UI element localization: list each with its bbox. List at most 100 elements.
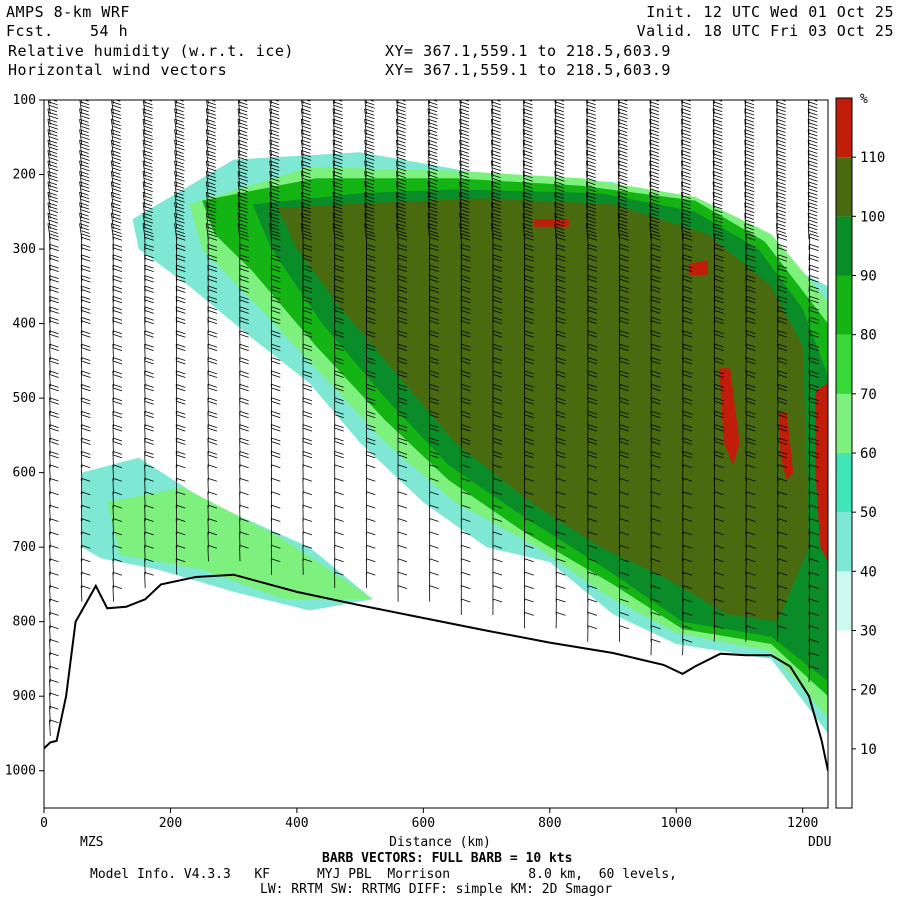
- barb-shaft: [808, 411, 811, 428]
- wind-barb: [682, 598, 693, 616]
- barb-flag: [332, 139, 343, 144]
- barb-flag: [428, 163, 438, 168]
- wind-barb: [681, 191, 692, 209]
- barb-shaft: [681, 129, 683, 146]
- barb-flag: [746, 384, 756, 388]
- barb-shaft: [427, 181, 431, 198]
- barb-flag: [237, 118, 248, 123]
- barb-flag: [302, 491, 313, 496]
- barb-flag: [586, 146, 597, 151]
- wind-barb: [586, 150, 597, 167]
- wind-barb: [649, 129, 660, 146]
- barb-flag: [587, 278, 598, 283]
- barb-flag: [79, 129, 89, 133]
- wind-barb: [524, 585, 534, 602]
- colorbar-tick-label: 10: [860, 742, 877, 758]
- barb-shaft: [586, 129, 589, 146]
- barb-flag: [396, 174, 406, 179]
- barb-flag: [651, 343, 661, 348]
- barb-flag: [366, 243, 376, 248]
- wind-barb: [491, 100, 502, 115]
- barb-flag: [366, 374, 376, 378]
- barb-shaft: [712, 223, 715, 240]
- axes: 0 200 400 600 800 1000 12001002003004005006007…: [5, 93, 819, 831]
- barb-flag: [366, 437, 376, 442]
- wind-barb: [617, 181, 628, 198]
- barb-flag: [491, 170, 501, 175]
- barb-shaft: [174, 202, 178, 219]
- wind-barb: [682, 504, 693, 522]
- barb-shaft: [80, 285, 83, 303]
- barb-shaft: [745, 330, 747, 347]
- barb-flag: [649, 153, 660, 158]
- barb-flag: [143, 226, 153, 231]
- wind-barb: [79, 202, 90, 219]
- barb-flag: [618, 209, 628, 213]
- barb-shaft: [110, 171, 114, 188]
- barb-flag: [461, 360, 471, 365]
- barb-flag: [174, 129, 184, 133]
- barb-flag: [302, 95, 311, 98]
- colorbar-swatch: [836, 157, 852, 217]
- barb-flag: [714, 357, 724, 361]
- barb-shaft: [237, 139, 241, 156]
- barb-flag: [809, 400, 819, 405]
- barb-flag: [556, 571, 566, 576]
- barb-shaft: [617, 202, 620, 219]
- barb-flag: [777, 625, 788, 630]
- barb-flag: [112, 104, 122, 109]
- barb-flag: [651, 306, 661, 311]
- barb-flag: [269, 111, 280, 116]
- barb-flag: [524, 299, 534, 304]
- barb-flag: [524, 268, 534, 272]
- barb-flag: [397, 427, 408, 432]
- barb-flag: [302, 230, 312, 234]
- wind-barb: [270, 100, 272, 104]
- barb-shaft: [491, 119, 494, 136]
- barb-shaft: [110, 108, 114, 125]
- barb-flag: [744, 163, 755, 168]
- barb-shaft: [174, 108, 178, 125]
- barb-flag: [777, 410, 788, 415]
- barb-flag: [461, 374, 471, 378]
- barb-shaft: [682, 545, 684, 562]
- barb-shaft: [649, 119, 652, 136]
- wind-barb: [713, 491, 724, 508]
- barb-flag: [81, 278, 91, 283]
- barb-flag: [302, 299, 313, 304]
- barb-flag: [746, 454, 756, 459]
- barb-flag: [396, 150, 406, 154]
- barb-flag: [176, 451, 186, 455]
- barb-shaft: [807, 160, 810, 177]
- barb-flag: [776, 195, 786, 199]
- barb-flag: [302, 136, 312, 140]
- barb-flag: [492, 454, 503, 459]
- wind-barb: [555, 383, 566, 401]
- barb-flag: [143, 177, 154, 182]
- barb-flag: [618, 101, 628, 106]
- barb-shaft: [364, 108, 367, 125]
- barb-shaft: [49, 265, 51, 282]
- barb-flag: [301, 181, 311, 186]
- barb-flag: [175, 136, 185, 140]
- barb-flag: [239, 264, 249, 269]
- barb-flag: [239, 383, 249, 388]
- barb-flag: [586, 157, 597, 161]
- wind-barb: [682, 477, 693, 495]
- barb-shaft: [586, 202, 589, 219]
- wind-barb: [79, 129, 90, 146]
- barb-shaft: [522, 160, 525, 177]
- barb-shaft: [586, 192, 589, 209]
- barb-flag: [270, 115, 280, 120]
- barb-flag: [587, 477, 598, 482]
- barb-shaft: [777, 411, 779, 428]
- barb-shaft: [112, 100, 114, 104]
- barb-flag: [586, 115, 597, 120]
- barb-flag: [746, 585, 756, 589]
- wind-barb: [555, 437, 566, 455]
- barb-shaft: [269, 139, 272, 156]
- barb-flag: [809, 451, 819, 455]
- wind-barb: [524, 424, 534, 441]
- barb-flag: [712, 139, 723, 144]
- barb-flag: [776, 104, 787, 109]
